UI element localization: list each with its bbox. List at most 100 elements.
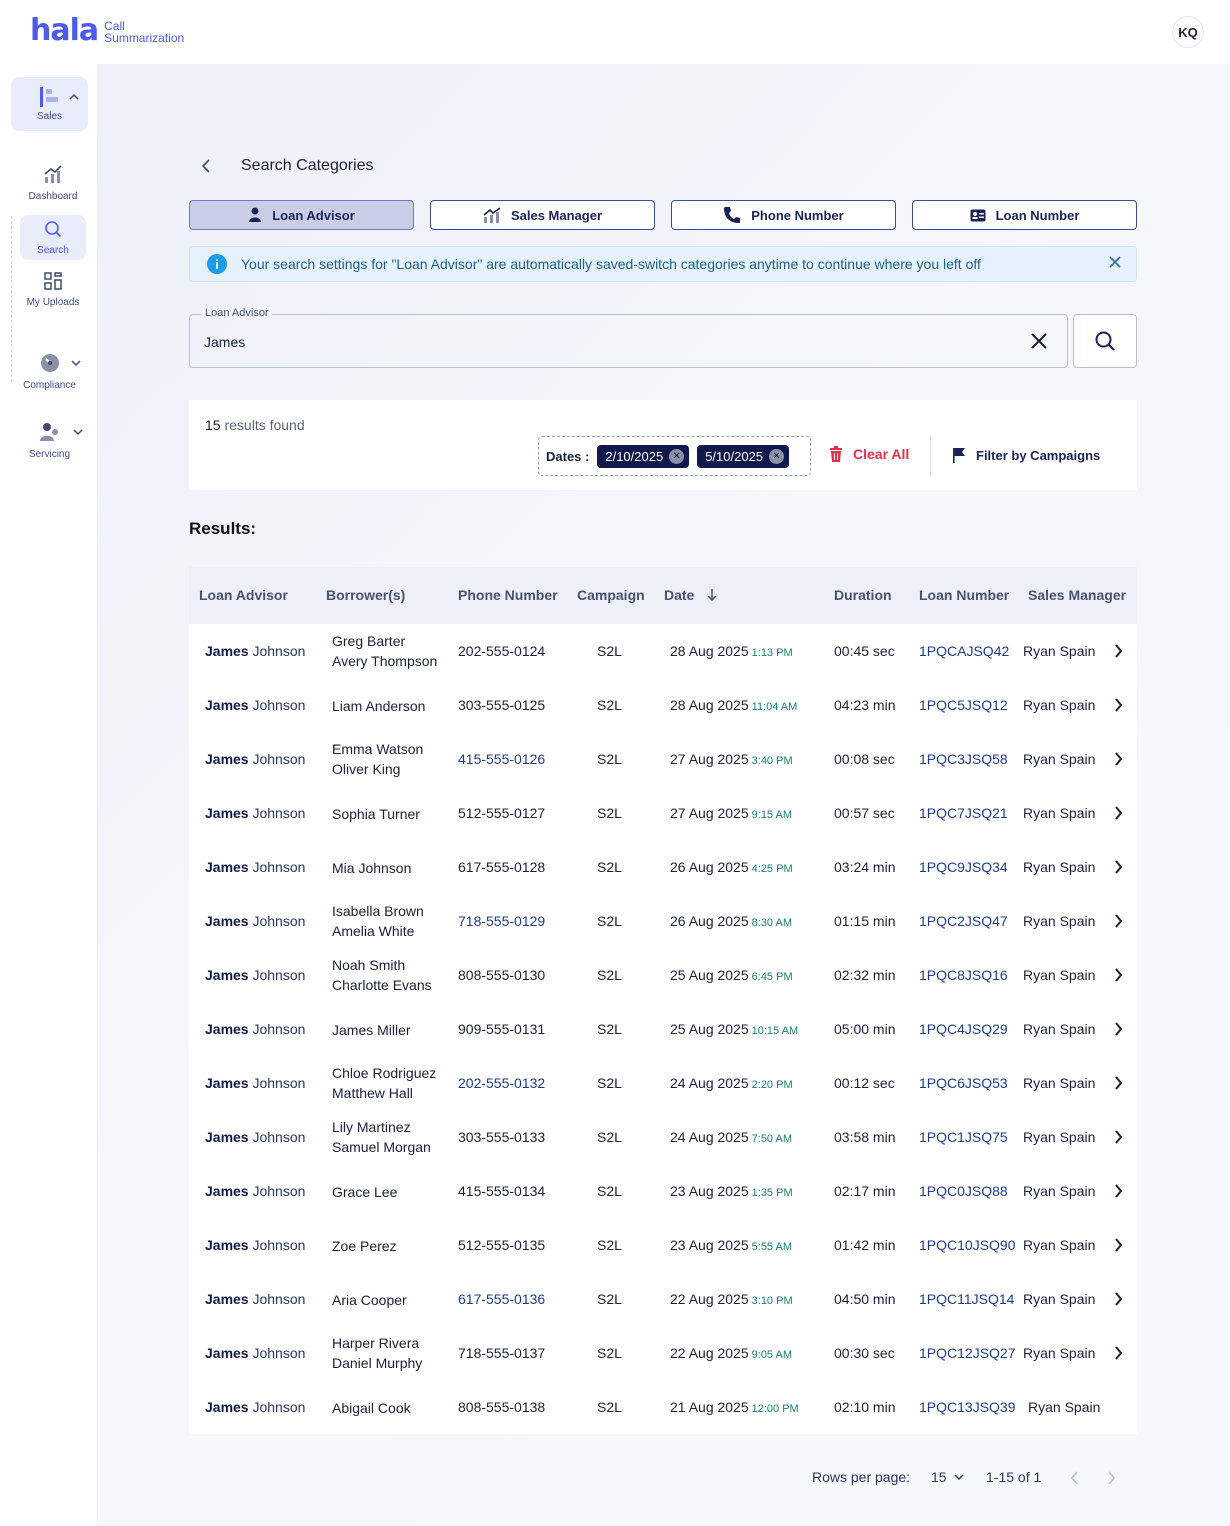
chevron-right-icon[interactable] — [1113, 1291, 1123, 1312]
cell-loan-number[interactable]: 1PQC10JSQ90 — [919, 1237, 1016, 1253]
table-row[interactable]: James Johnson Mia Johnson 617-555-0128 S2L 2… — [189, 840, 1137, 894]
next-page-button[interactable] — [1106, 1470, 1116, 1489]
table-row[interactable]: James Johnson Harper Rivera Daniel Murphy 7… — [189, 1326, 1137, 1380]
cell-loan-advisor: James Johnson — [205, 1237, 305, 1253]
cell-duration: 02:10 min — [834, 1399, 896, 1415]
cell-loan-number[interactable]: 1PQC5JSQ12 — [919, 697, 1008, 713]
cell-loan-number[interactable]: 1PQC11JSQ14 — [919, 1291, 1015, 1307]
sidebar-item-sales[interactable]: Sales — [11, 77, 88, 131]
chevron-left-icon — [1070, 1471, 1078, 1485]
chevron-down-icon[interactable] — [73, 427, 83, 440]
cell-phone-number[interactable]: 202-555-0132 — [458, 1075, 546, 1091]
column-header-duration[interactable]: Duration — [834, 587, 892, 603]
close-icon[interactable] — [1108, 255, 1122, 274]
close-icon[interactable]: ✕ — [769, 448, 785, 464]
category-loan-number-button[interactable]: Loan Number — [912, 200, 1137, 230]
sidebar-item-dashboard[interactable]: Dashboard — [20, 162, 86, 206]
info-banner: i Your search settings for "Loan Advisor… — [189, 246, 1137, 282]
category-sales-manager-button[interactable]: Sales Manager — [430, 200, 655, 230]
column-header-borrowers[interactable]: Borrower(s) — [326, 587, 406, 603]
cell-loan-number[interactable]: 1PQCAJSQ42 — [919, 643, 1010, 659]
table-row[interactable]: James Johnson Sophia Turner 512-555-0127 S2… — [189, 786, 1137, 840]
borrower-name: Oliver King — [332, 761, 401, 777]
chevron-right-icon[interactable] — [1113, 967, 1123, 988]
cell-loan-advisor: James Johnson — [205, 1075, 305, 1091]
column-header-sales-manager[interactable]: Sales Manager — [1028, 587, 1127, 603]
close-icon[interactable]: ✕ — [669, 448, 685, 464]
prev-page-button[interactable] — [1070, 1470, 1080, 1489]
user-avatar[interactable]: KQ — [1172, 16, 1204, 48]
table-row[interactable]: James Johnson Lily Martinez Samuel Morgan 3… — [189, 1110, 1137, 1164]
sidebar-item-search[interactable]: Search — [20, 215, 86, 260]
table-row[interactable]: James Johnson Greg Barter Avery Thompson 20… — [189, 624, 1137, 678]
cell-borrowers: Chloe Rodriguez Matthew Hall — [332, 1063, 436, 1103]
date-chip-from[interactable]: 2/10/2025 ✕ — [597, 444, 690, 468]
rows-per-page-select[interactable]: 15 — [931, 1469, 964, 1485]
call-date: 26 Aug 2025 — [670, 859, 749, 875]
cell-loan-number[interactable]: 1PQC7JSQ21 — [919, 805, 1008, 821]
cell-loan-number[interactable]: 1PQC9JSQ34 — [919, 859, 1008, 875]
chevron-right-icon[interactable] — [1113, 859, 1123, 880]
table-row[interactable]: James Johnson Isabella Brown Amelia White 7… — [189, 894, 1137, 948]
chevron-right-icon[interactable] — [1113, 1075, 1123, 1096]
cell-loan-number[interactable]: 1PQC8JSQ16 — [919, 967, 1008, 983]
column-header-date[interactable]: Date — [664, 587, 718, 603]
chevron-right-icon[interactable] — [1113, 697, 1123, 718]
back-button[interactable] — [200, 156, 212, 181]
chevron-right-icon[interactable] — [1113, 1183, 1123, 1204]
column-header-phone-number[interactable]: Phone Number — [458, 587, 558, 603]
search-input-value[interactable]: James — [204, 334, 246, 350]
cell-loan-number[interactable]: 1PQC13JSQ39 — [919, 1399, 1016, 1415]
table-row[interactable]: James Johnson Zoe Perez 512-555-0135 S2L 23 … — [189, 1218, 1137, 1272]
table-row[interactable]: James Johnson Noah Smith Charlotte Evans 80… — [189, 948, 1137, 1002]
cell-loan-number[interactable]: 1PQC0JSQ88 — [919, 1183, 1008, 1199]
table-row[interactable]: James Johnson Emma Watson Oliver King 415-5… — [189, 732, 1137, 786]
clear-input-icon[interactable] — [1027, 329, 1051, 358]
table-row[interactable]: James Johnson James Miller 909-555-0131 S2L… — [189, 1002, 1137, 1056]
filter-panel: 15 results found Dates : 2/10/2025 ✕ 5/1… — [189, 400, 1137, 490]
table-row[interactable]: James Johnson Abigail Cook 808-555-0138 S2L… — [189, 1380, 1137, 1434]
search-input[interactable]: Loan Advisor James — [189, 307, 1068, 368]
table-row[interactable]: James Johnson Grace Lee 415-555-0134 S2L 23 … — [189, 1164, 1137, 1218]
arrow-down-icon[interactable] — [706, 588, 718, 602]
chevron-right-icon[interactable] — [1113, 805, 1123, 826]
cell-phone-number[interactable]: 617-555-0136 — [458, 1291, 546, 1307]
advisor-first-name: James — [205, 967, 249, 983]
category-loan-advisor-button[interactable]: Loan Advisor — [189, 200, 414, 230]
cell-loan-number[interactable]: 1PQC3JSQ58 — [919, 751, 1008, 767]
column-header-loan-number[interactable]: Loan Number — [919, 587, 1010, 603]
chevron-right-icon[interactable] — [1113, 1129, 1123, 1150]
category-phone-number-button[interactable]: Phone Number — [671, 200, 896, 230]
cell-loan-number[interactable]: 1PQC2JSQ47 — [919, 913, 1008, 929]
search-button[interactable] — [1073, 314, 1137, 368]
cell-phone-number[interactable]: 415-555-0126 — [458, 751, 546, 767]
advisor-last-name: Johnson — [252, 967, 306, 983]
chevron-down-icon[interactable] — [71, 358, 81, 371]
cell-loan-number[interactable]: 1PQC6JSQ53 — [919, 1075, 1008, 1091]
chevron-right-icon[interactable] — [1113, 913, 1123, 934]
clear-all-button[interactable]: Clear All — [829, 446, 909, 462]
cell-duration: 04:50 min — [834, 1291, 896, 1307]
table-row[interactable]: James Johnson Aria Cooper 617-555-0136 S2L 2… — [189, 1272, 1137, 1326]
cell-loan-number[interactable]: 1PQC1JSQ75 — [919, 1129, 1008, 1145]
date-chip-to[interactable]: 5/10/2025 ✕ — [697, 444, 790, 468]
cell-loan-number[interactable]: 1PQC4JSQ29 — [919, 1021, 1008, 1037]
chevron-right-icon[interactable] — [1113, 1021, 1123, 1042]
chevron-right-icon[interactable] — [1113, 1237, 1123, 1258]
borrower-name: Sophia Turner — [332, 806, 420, 822]
column-header-loan-advisor[interactable]: Loan Advisor — [199, 587, 288, 603]
chevron-right-icon[interactable] — [1113, 1345, 1123, 1366]
sidebar-item-my-uploads[interactable]: My Uploads — [20, 269, 86, 313]
sidebar-item-servicing[interactable]: Servicing — [11, 418, 88, 466]
table-row[interactable]: James Johnson Liam Anderson 303-555-0125 S2… — [189, 678, 1137, 732]
chevron-right-icon[interactable] — [1113, 751, 1123, 772]
cell-phone-number[interactable]: 718-555-0129 — [458, 913, 546, 929]
filter-by-campaigns-button[interactable]: Filter by Campaigns — [952, 447, 1100, 463]
chevron-right-icon[interactable] — [1113, 643, 1123, 664]
column-header-campaign[interactable]: Campaign — [577, 587, 645, 603]
sidebar-item-compliance[interactable]: Compliance — [11, 349, 88, 397]
chevron-up-icon[interactable] — [69, 92, 79, 105]
cell-loan-number[interactable]: 1PQC12JSQ27 — [919, 1345, 1016, 1361]
app-logo[interactable]: hala Call Summarization — [30, 16, 184, 46]
table-row[interactable]: James Johnson Chloe Rodriguez Matthew Hall… — [189, 1056, 1137, 1110]
